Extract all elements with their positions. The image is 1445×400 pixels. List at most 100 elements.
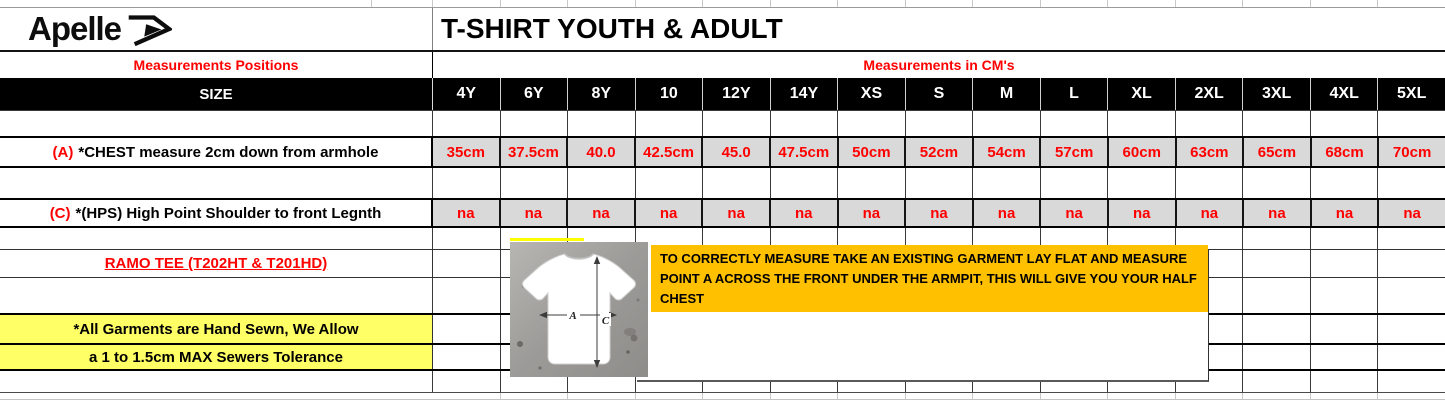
grid-cell: [1243, 393, 1311, 399]
hps-value-10[interactable]: na: [635, 200, 704, 226]
size-column-10[interactable]: 10: [636, 78, 704, 110]
grid-cell: [973, 393, 1041, 399]
size-column-4y[interactable]: 4Y: [433, 78, 501, 110]
size-column-8y[interactable]: 8Y: [568, 78, 636, 110]
hps-value-14y[interactable]: na: [770, 200, 839, 226]
chest-value-5xl[interactable]: 70cm: [1379, 138, 1445, 166]
grid-cell: [1311, 393, 1379, 399]
grid-cell: [838, 393, 906, 399]
size-header-cell[interactable]: SIZE: [0, 78, 433, 110]
grid-cell: [1108, 0, 1176, 7]
grid-cell: [433, 371, 501, 392]
grid-cell: [1378, 0, 1445, 7]
size-column-14y[interactable]: 14Y: [771, 78, 839, 110]
grid-cell: [1311, 315, 1379, 343]
tolerance-note-cell-2[interactable]: a 1 to 1.5cm MAX Sewers Tolerance: [0, 345, 433, 369]
hps-value-xs[interactable]: na: [838, 200, 907, 226]
grid-cell: [433, 228, 501, 249]
grid-cell: [1176, 278, 1244, 313]
grid-cell: [1311, 111, 1379, 136]
chest-value-10[interactable]: 42.5cm: [635, 138, 704, 166]
grid-cell: [1378, 250, 1445, 277]
hps-value-5xl[interactable]: na: [1379, 200, 1445, 226]
chest-value-3xl[interactable]: 65cm: [1244, 138, 1312, 166]
grid-cell: [973, 168, 1041, 198]
size-column-l[interactable]: L: [1041, 78, 1109, 110]
hps-value-8y[interactable]: na: [568, 200, 636, 226]
hps-value-m[interactable]: na: [973, 200, 1042, 226]
measurements-units-cell[interactable]: Measurements in CM's: [433, 52, 1445, 78]
grid-cell: [906, 0, 974, 7]
grid-cell: [703, 168, 771, 198]
grid-cell: [771, 168, 839, 198]
measurements-positions-cell[interactable]: Measurements Positions: [0, 52, 433, 78]
grid-cell: [1041, 0, 1109, 7]
hps-label-cell[interactable]: (C) *(HPS) High Point Shoulder to front L…: [0, 200, 433, 226]
grid-cell: [1378, 111, 1445, 136]
hps-value-l[interactable]: na: [1041, 200, 1109, 226]
chest-value-m[interactable]: 54cm: [973, 138, 1042, 166]
hps-value-xl[interactable]: na: [1108, 200, 1177, 226]
tolerance-note-cell-1[interactable]: *All Garments are Hand Sewn, We Allow: [0, 315, 433, 343]
hps-value-s[interactable]: na: [906, 200, 974, 226]
hps-value-3xl[interactable]: na: [1244, 200, 1312, 226]
hps-value-4y[interactable]: na: [433, 200, 501, 226]
grid-cell: [1243, 278, 1311, 313]
hps-value-2xl[interactable]: na: [1176, 200, 1245, 226]
grid-cell: [1311, 371, 1379, 392]
grid-cell: [1041, 393, 1109, 399]
chest-value-s[interactable]: 52cm: [906, 138, 974, 166]
size-column-12y[interactable]: 12Y: [703, 78, 771, 110]
chest-value-14y[interactable]: 47.5cm: [770, 138, 839, 166]
product-name-cell[interactable]: RAMO TEE (T202HT & T201HD): [0, 250, 433, 277]
label-c-backdrop: [600, 313, 611, 326]
chest-value-l[interactable]: 57cm: [1041, 138, 1109, 166]
size-column-3xl[interactable]: 3XL: [1243, 78, 1311, 110]
grid-cell: [433, 250, 501, 277]
hps-value-4xl[interactable]: na: [1311, 200, 1380, 226]
hps-value-6y[interactable]: na: [500, 200, 569, 226]
grid-cell: [501, 168, 569, 198]
chest-measurement-row: (A) *CHEST measure 2cm down from armhole …: [0, 136, 1445, 168]
grid-cell: [636, 0, 704, 7]
size-header-label: SIZE: [199, 85, 233, 103]
chest-value-8y[interactable]: 40.0: [568, 138, 636, 166]
chest-value-6y[interactable]: 37.5cm: [500, 138, 569, 166]
grid-cell: [0, 278, 433, 313]
empty-row: [0, 228, 1445, 249]
grid-cell: [771, 0, 839, 7]
tolerance-note-line-2: a 1 to 1.5cm MAX Sewers Tolerance: [89, 348, 343, 366]
grid-cell: [1243, 228, 1311, 249]
chest-value-4xl[interactable]: 68cm: [1311, 138, 1380, 166]
chest-label-cell[interactable]: (A) *CHEST measure 2cm down from armhole: [0, 138, 433, 166]
size-column-6y[interactable]: 6Y: [501, 78, 569, 110]
measure-instruction-text: TO CORRECTLY MEASURE TAKE AN EXISTING GA…: [660, 251, 1197, 307]
hps-value-12y[interactable]: na: [703, 200, 771, 226]
grid-cell: [501, 111, 569, 136]
chest-value-2xl[interactable]: 63cm: [1176, 138, 1245, 166]
label-a-backdrop: [567, 308, 580, 321]
grid-cell: [1243, 168, 1311, 198]
measure-instruction-note[interactable]: TO CORRECTLY MEASURE TAKE AN EXISTING GA…: [651, 245, 1208, 312]
size-column-m[interactable]: M: [973, 78, 1041, 110]
chest-value-xl[interactable]: 60cm: [1108, 138, 1177, 166]
chest-value-12y[interactable]: 45.0: [703, 138, 771, 166]
size-header-row: SIZE 4Y 6Y 8Y 10 12Y 14Y XS S M L XL 2XL…: [0, 78, 1445, 110]
size-column-xs[interactable]: XS: [838, 78, 906, 110]
grid-cell: [1378, 393, 1445, 399]
size-column-2xl[interactable]: 2XL: [1176, 78, 1244, 110]
chest-label: (A) *CHEST measure 2cm down from armhole: [53, 144, 379, 161]
diagram-label-a: A: [568, 310, 576, 322]
grid-cell: [636, 111, 704, 136]
grid-cell: [1176, 393, 1244, 399]
size-column-xl[interactable]: XL: [1108, 78, 1176, 110]
size-column-s[interactable]: S: [906, 78, 974, 110]
size-column-5xl[interactable]: 5XL: [1397, 85, 1427, 102]
empty-row: [0, 110, 1445, 136]
size-column-4xl[interactable]: 4XL: [1311, 78, 1379, 110]
header-row: Apelle T-SHIRT YOUTH & ADULT: [0, 8, 1445, 52]
grid-cell: [568, 168, 636, 198]
chest-value-4y[interactable]: 35cm: [433, 138, 501, 166]
grid-cell: [1176, 0, 1244, 7]
chest-value-xs[interactable]: 50cm: [838, 138, 907, 166]
